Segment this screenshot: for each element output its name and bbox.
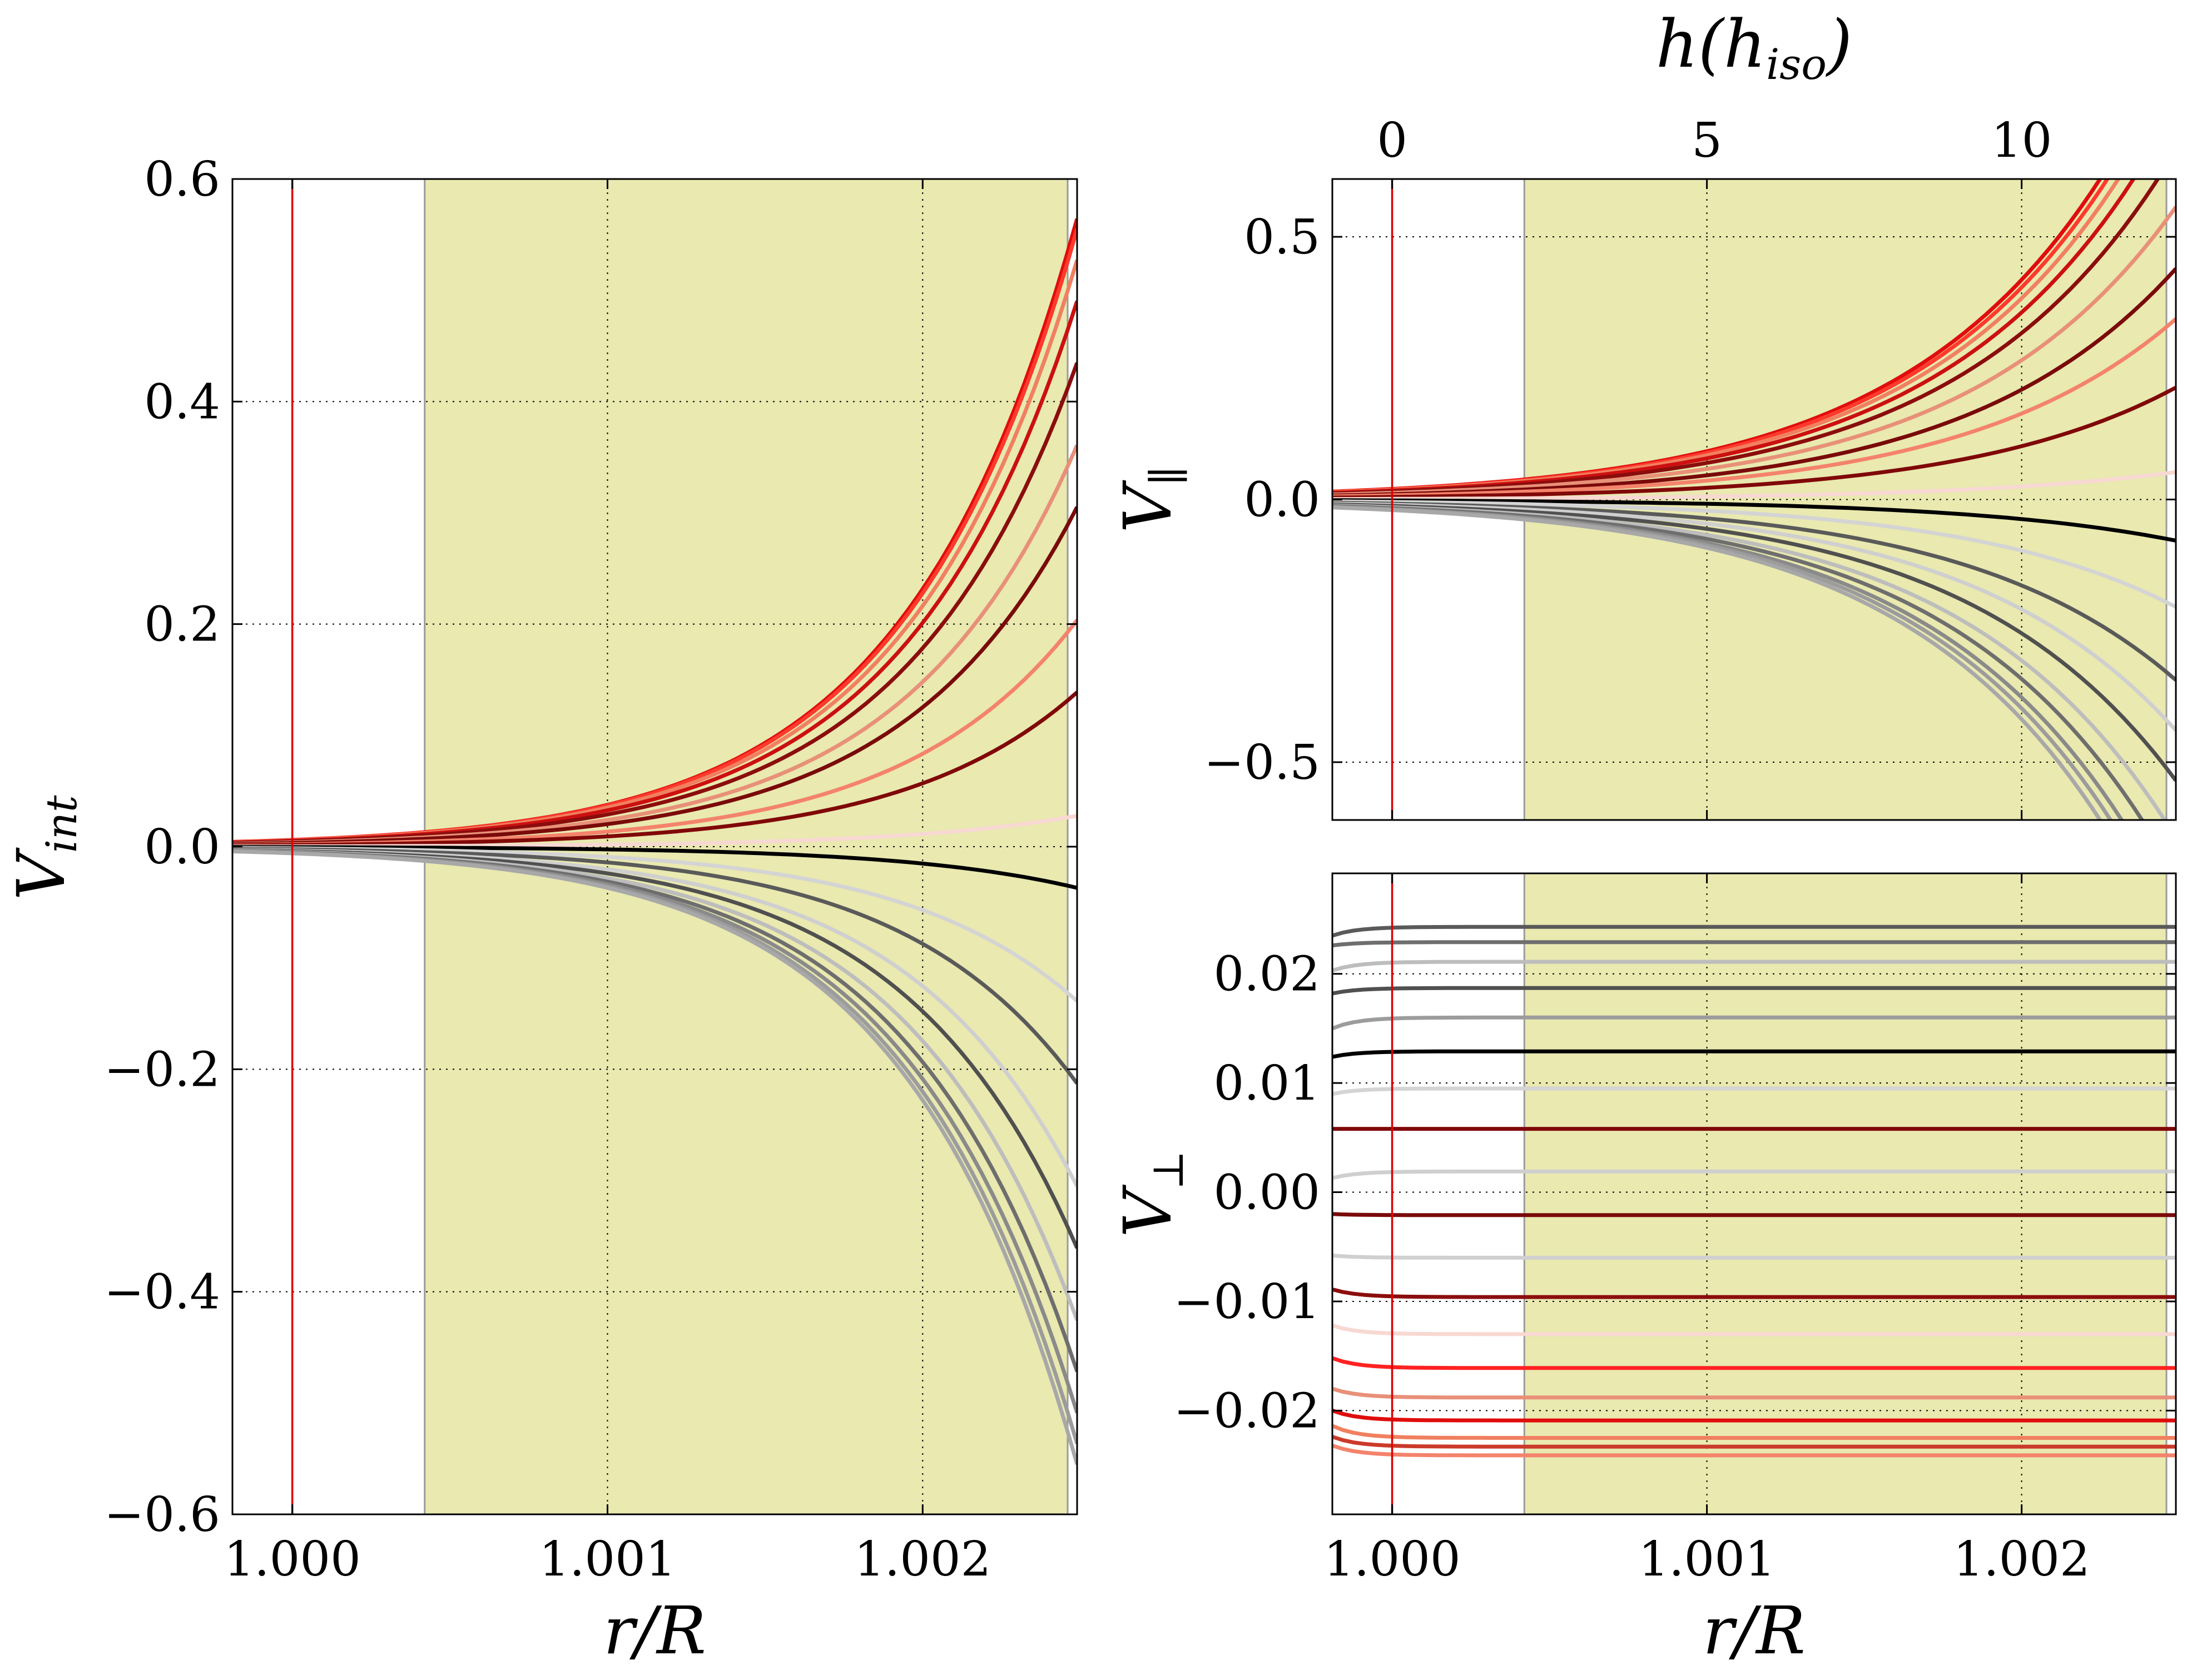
lower-right-ylabel-main: V [1109, 1184, 1186, 1237]
left-series-darkred-3 [232, 690, 1077, 848]
upper-right-top-xtick-label-1: 5 [1692, 113, 1722, 168]
lower-right-series-darkgray-2 [1332, 986, 2176, 996]
left-ytick-label-6: 0.6 [144, 152, 220, 207]
lower-right-shaded-region [1524, 873, 2167, 1514]
upper-right-series-black [1332, 498, 2176, 543]
lower-right-ylabel: V⊥ [1109, 1150, 1193, 1237]
lower-right-series-red-1 [1332, 1409, 2176, 1423]
lower-right-series-lightgray-4 [1332, 1254, 2176, 1260]
lower-right-ytick-label-2: 0.00 [1214, 1165, 1320, 1221]
lower-right-series-group [1332, 925, 2176, 1458]
lower-right-xtick-label-2: 1.002 [1953, 1532, 2090, 1587]
left-xtick-label-1: 1.001 [539, 1532, 676, 1587]
upper-right-series-group [1332, 179, 2176, 820]
lower-right-series-salmon-2 [1332, 1386, 2176, 1400]
lower-right-xtick-label-1: 1.001 [1638, 1532, 1775, 1587]
upper-right-ytick-label-2: 0.5 [1244, 210, 1320, 265]
left-ytick-label-1: −0.4 [104, 1265, 220, 1320]
upper-right-ylabel-sub: ∥ [1143, 466, 1193, 485]
upper-right-ytick-label-0: −0.5 [1204, 735, 1320, 791]
lower-right-series-black [1332, 1049, 2176, 1059]
lower-right-xlabel: r/R [1703, 1592, 1806, 1669]
lower-right-ytick-label-0: −0.02 [1173, 1383, 1320, 1439]
left-ytick-label-3: 0.0 [144, 819, 220, 875]
lower-right-ylabel-sub: ⊥ [1143, 1150, 1193, 1190]
lower-right-series-darkred-2 [1332, 1212, 2176, 1217]
upper-right-top-xlabel: h(hiso) [1656, 6, 1852, 89]
left-ytick-label-5: 0.4 [144, 374, 220, 430]
left-series-group [232, 218, 1077, 1465]
left-ylabel: Vint [3, 795, 86, 900]
upper-right-top-xlabel-close: ) [1825, 6, 1852, 82]
lower-right-series-gray-3 [1332, 1015, 2176, 1031]
lower-right-ytick-label-3: 0.01 [1214, 1056, 1320, 1111]
lower-right-xtick-label-0: 1.000 [1323, 1532, 1460, 1587]
upper-right-ylabel-main: V [1109, 480, 1186, 533]
upper-right-series-salmon-2 [1332, 206, 2176, 496]
upper-right-top-xlabel-main: h(h [1656, 6, 1766, 82]
lower-right-ytick-label-1: −0.01 [1173, 1274, 1320, 1330]
lower-right-series-pink [1332, 1323, 2176, 1336]
upper-right-top-xtick-label-2: 10 [1991, 113, 2052, 168]
upper-right-top-xlabel-sub: iso [1766, 39, 1827, 89]
upper-right-series-lightgray-1 [1332, 499, 2176, 609]
lower-right-series-lightgray-3 [1332, 960, 2176, 973]
lower-right-ytick-label-4: 0.02 [1214, 947, 1320, 1002]
lower-right-series-lightgray-1 [1332, 1086, 2176, 1096]
left-xlabel: r/R [603, 1592, 706, 1669]
left-ytick-label-2: −0.2 [104, 1042, 220, 1097]
panel-lower-right: −0.02 −0.01 0.00 0.01 0.02 1.000 1.001 1.002 r/R… [1109, 872, 2177, 1669]
lower-right-axes-frame [1331, 872, 2177, 1515]
upper-right-series-pink [1332, 470, 2176, 501]
left-xtick-label-0: 1.000 [224, 1532, 361, 1587]
panel-left: −0.6 −0.4 −0.2 0.0 0.2 0.4 0.6 1.000 1.001 1.002 r… [3, 152, 1078, 1669]
left-xtick-label-2: 1.002 [854, 1532, 991, 1587]
panel-upper-right: −0.5 0.0 0.5 V∥ 0 5 10 h(hiso) [1109, 6, 2177, 821]
upper-right-ylabel: V∥ [1109, 466, 1193, 533]
lower-right-series-gray-1 [1332, 940, 2176, 948]
left-ylabel-sub: int [37, 795, 86, 853]
lower-right-series-lightgray-2 [1332, 1169, 2176, 1180]
lower-right-series-salmon-3 [1332, 1443, 2176, 1458]
left-ylabel-main: V [3, 847, 80, 901]
upper-right-top-xtick-label-0: 0 [1377, 113, 1407, 168]
lower-right-series-darkgray-1 [1332, 925, 2176, 938]
lower-right-series-red-2 [1332, 1356, 2176, 1370]
left-ytick-label-4: 0.2 [144, 597, 220, 653]
lower-right-series-red-3 [1332, 1435, 2176, 1449]
upper-right-ytick-label-1: 0.0 [1244, 473, 1320, 528]
upper-right-series-salmon-3 [1332, 317, 2176, 499]
upper-right-series-darkred-3 [1332, 385, 2176, 500]
lower-right-series-darkred-1 [1332, 1288, 2176, 1299]
upper-right-series-gray-4 [1332, 505, 2102, 820]
upper-right-series-darkred-1 [1332, 179, 2160, 496]
left-series-gray-4 [232, 849, 1077, 1465]
lower-right-series-salmon-1 [1332, 1424, 2176, 1440]
left-ytick-label-0: −0.6 [104, 1487, 220, 1543]
